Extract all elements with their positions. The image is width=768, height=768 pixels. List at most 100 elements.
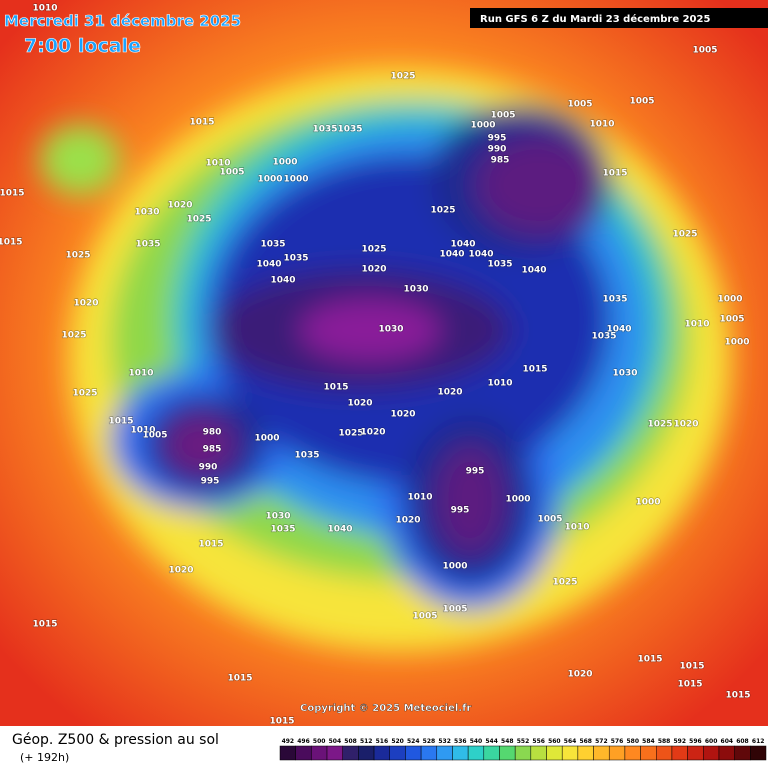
- isobar-label: 1015: [227, 674, 252, 684]
- isobar-label: 1005: [490, 111, 515, 121]
- isobar-label: 995: [451, 506, 470, 516]
- isobar-label: 1005: [412, 612, 437, 622]
- isobar-label: 1005: [537, 515, 562, 525]
- valid-time: 7:00 locale: [24, 35, 141, 57]
- legend-label: 520: [391, 738, 404, 745]
- isobar-label: 1000: [254, 434, 279, 444]
- legend-label: 612: [752, 738, 765, 745]
- isobar-label: 1015: [602, 169, 627, 179]
- legend-label: 592: [674, 738, 687, 745]
- isobar-label: 1015: [323, 383, 348, 393]
- isobar-label: 1000: [505, 495, 530, 505]
- legend-swatch: [608, 745, 626, 761]
- isobar-label: 1020: [437, 388, 462, 398]
- legend-label: 508: [344, 738, 357, 745]
- isobar-label: 1035: [312, 125, 337, 135]
- isobar-label: 1040: [327, 525, 352, 535]
- isobar-label: 1010: [130, 426, 155, 436]
- legend-label: 596: [689, 738, 702, 745]
- isobar-label: 1040: [606, 325, 631, 335]
- legend-swatch: [499, 745, 516, 761]
- legend-swatch: [561, 745, 579, 761]
- isobar-label: 1000: [717, 295, 742, 305]
- legend-label: 548: [501, 738, 514, 745]
- isobar-label: 1030: [612, 369, 637, 379]
- isobar-label: 980: [203, 428, 222, 438]
- isobar-label: 1040: [439, 250, 464, 260]
- isobar-label: 1035: [135, 240, 160, 250]
- legend-label: 528: [423, 738, 436, 745]
- legend-label: 492: [282, 738, 295, 745]
- isobar-label: 1025: [672, 230, 697, 240]
- run-text: Run GFS 6 Z du Mardi 23 décembre 2025: [480, 13, 710, 25]
- isobar-label: 1010: [684, 320, 709, 330]
- isobar-label: 1015: [679, 662, 704, 672]
- isobar-label: 1035: [487, 260, 512, 270]
- forecast-hour: (+ 192h): [20, 751, 69, 764]
- legend-swatch: [718, 745, 735, 761]
- isobar-label: 1005: [629, 97, 654, 107]
- legend-label: 512: [360, 738, 373, 745]
- isobar-label: 1025: [65, 251, 90, 261]
- legend-swatch: [405, 745, 422, 761]
- legend-label: 540: [470, 738, 483, 745]
- isobar-label: 1000: [470, 121, 495, 131]
- isobar-label: 1020: [390, 410, 415, 420]
- isobar-label: 1005: [442, 605, 467, 615]
- isobar-label: 1020: [73, 299, 98, 309]
- isobar-label: 1010: [128, 369, 153, 379]
- legend-label: 504: [329, 738, 342, 745]
- isobar-label: 1020: [361, 265, 386, 275]
- legend-swatch: [311, 745, 328, 761]
- isobar-label: 1020: [673, 420, 698, 430]
- isobar-label: 1020: [360, 428, 385, 438]
- isobar-label: 1025: [647, 420, 672, 430]
- legend-swatch: [530, 745, 547, 761]
- legend-label: 608: [736, 738, 749, 745]
- isobar-label: 1035: [337, 125, 362, 135]
- legend-label: 588: [658, 738, 671, 745]
- valid-date: Mercredi 31 décembre 2025: [4, 12, 241, 30]
- legend-swatch: [687, 745, 704, 761]
- legend-swatch: [420, 745, 438, 761]
- isobar-label: 1020: [167, 201, 192, 211]
- legend-label: 532: [438, 738, 451, 745]
- legend-swatch: [483, 745, 500, 761]
- isobar-label: 1035: [270, 525, 295, 535]
- isobar-label: 1000: [724, 338, 749, 348]
- isobar-label: 1015: [32, 620, 57, 630]
- isobar-label: 1015: [269, 717, 294, 727]
- isobar-label: 1025: [72, 389, 97, 399]
- isobar-label: 995: [488, 134, 507, 144]
- isobar-label: 1020: [567, 670, 592, 680]
- isobar-label: 1010: [589, 120, 614, 130]
- isobar-label: 1025: [338, 429, 363, 439]
- isobar-label: 1015: [108, 417, 133, 427]
- isobar-label: 1030: [378, 325, 403, 335]
- legend-swatch: [703, 745, 720, 761]
- isobar-label: 990: [488, 145, 507, 155]
- map-title: Géop. Z500 & pression au sol: [12, 732, 219, 748]
- isobar-label: 1035: [591, 332, 616, 342]
- isobar-label: 1030: [265, 512, 290, 522]
- legend-label: 552: [517, 738, 530, 745]
- isobar-label: 995: [201, 477, 220, 487]
- legend-swatch: [358, 745, 375, 761]
- isobar-label: 1040: [468, 250, 493, 260]
- isobar-label: 1015: [0, 238, 23, 248]
- isobar-label: 1015: [522, 365, 547, 375]
- legend-swatch: [436, 745, 453, 761]
- legend-label: 556: [532, 738, 545, 745]
- isobar-label: 1015: [677, 680, 702, 690]
- color-legend: 492 496 500 504 508 512 516 520 524 528 532 536 540 5…: [279, 738, 767, 761]
- legend-label: 568: [579, 738, 592, 745]
- legend-swatch: [624, 745, 641, 761]
- legend-label: 536: [454, 738, 467, 745]
- isobar-label: 1015: [189, 118, 214, 128]
- legend-label: 564: [564, 738, 577, 745]
- isobar-label: 1025: [361, 245, 386, 255]
- isobar-label: 1000: [272, 158, 297, 168]
- legend-swatch: [295, 745, 312, 761]
